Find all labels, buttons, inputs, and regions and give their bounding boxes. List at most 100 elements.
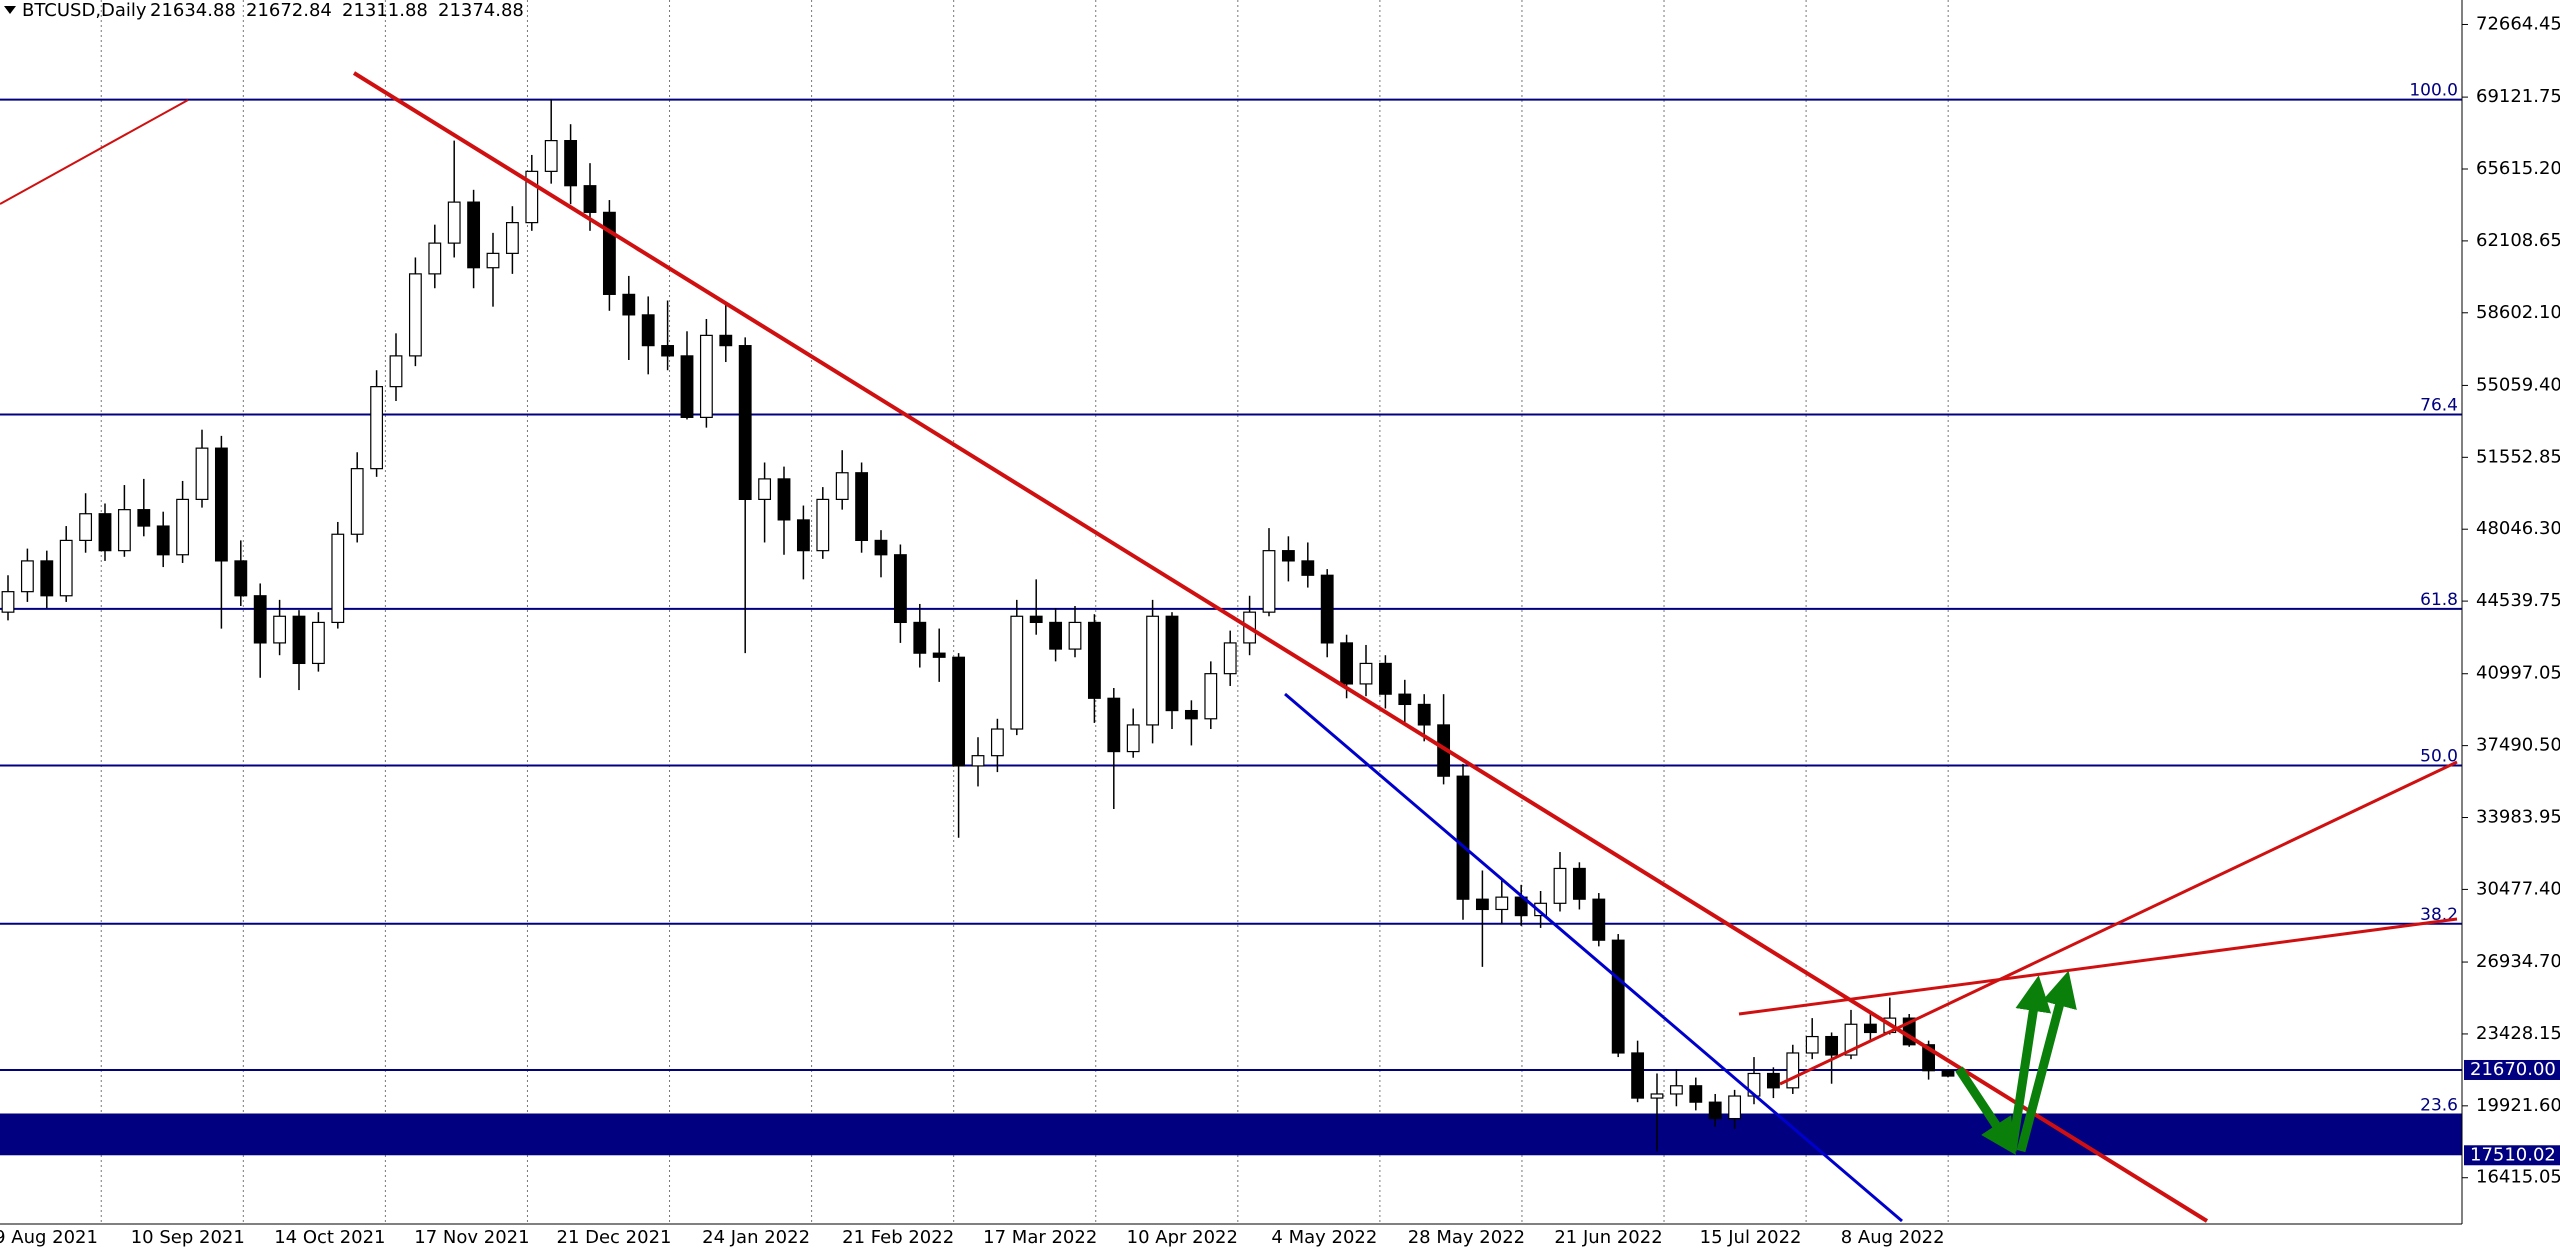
candle-body: [273, 615, 287, 644]
candle-body: [389, 355, 403, 388]
y-tick-label: 40997.05: [2476, 663, 2560, 684]
candle-body: [408, 273, 422, 357]
candle-body: [214, 447, 228, 562]
candle-body: [1107, 697, 1121, 753]
fib-label: 23.6: [2420, 1095, 2458, 1115]
candle-body: [1126, 724, 1140, 753]
candle-body: [1766, 1072, 1780, 1089]
y-tick-label: 37490.50: [2476, 735, 2560, 756]
candle-body: [505, 222, 519, 254]
candle-body: [1728, 1095, 1742, 1120]
candle-body: [59, 539, 73, 597]
trend-lines: [0, 71, 2458, 1223]
candle-body: [1378, 662, 1392, 695]
candle-body: [234, 560, 248, 597]
candle-body: [1805, 1035, 1819, 1054]
x-tick-label: 4 May 2022: [1271, 1227, 1377, 1248]
candle-body: [1475, 898, 1489, 911]
candle-body: [311, 621, 325, 665]
candle-body: [350, 468, 364, 535]
y-tick-label: 26934.70: [2476, 951, 2560, 972]
y-tick-label: 72664.45: [2476, 13, 2560, 34]
candle-body: [1165, 615, 1179, 712]
candle-body: [816, 498, 830, 552]
candle-body: [40, 560, 54, 597]
candle-body: [1553, 867, 1567, 904]
candle-body: [1417, 703, 1431, 726]
candle-body: [525, 170, 539, 224]
y-tick-label: 65615.20: [2476, 158, 2560, 179]
candle-body: [195, 447, 209, 501]
candle-body: [1340, 642, 1354, 685]
candle-body: [98, 513, 112, 552]
price-tag-label: 17510.02: [2470, 1144, 2556, 1165]
candle-body: [544, 140, 558, 172]
arrow: [1955, 1066, 2016, 1156]
menu-triangle[interactable]: [4, 6, 16, 14]
candle-body: [738, 345, 752, 501]
candle-body: [602, 211, 616, 295]
price-tag: [2464, 1145, 2560, 1166]
candle-body: [932, 652, 946, 658]
candle-body: [79, 513, 93, 542]
trend-line: [1738, 917, 2458, 1016]
header-value: 21672.84: [246, 0, 332, 21]
candle-body: [1650, 1093, 1664, 1099]
candle-body: [1398, 693, 1412, 706]
symbol: BTCUSD,Daily: [22, 0, 147, 21]
candle-body: [1223, 642, 1237, 675]
candle-body: [1689, 1085, 1703, 1103]
candle-body: [719, 334, 733, 347]
candle-body: [467, 201, 481, 269]
candle-body: [990, 728, 1004, 757]
candle-body: [971, 755, 985, 767]
candle-body: [874, 539, 888, 556]
candle-body: [1495, 896, 1509, 911]
x-tick-label: 21 Jun 2022: [1554, 1227, 1662, 1248]
candle-body: [1, 591, 15, 613]
candle-body: [176, 498, 190, 556]
x-tick-label: 17 Nov 2021: [414, 1227, 529, 1248]
candle-body: [1786, 1052, 1800, 1089]
candle-body: [1631, 1052, 1645, 1099]
candle-body: [641, 314, 655, 347]
candle-body: [952, 656, 966, 767]
x-tick-label: 14 Oct 2021: [274, 1227, 385, 1248]
candle-body: [1281, 550, 1295, 562]
y-tick-label: 44539.75: [2476, 590, 2560, 611]
x-tick-label: 17 Mar 2022: [983, 1227, 1097, 1248]
candle-body: [1941, 1070, 1955, 1077]
candle-body: [1087, 621, 1101, 699]
candle-body: [428, 242, 442, 275]
candle-body: [1456, 775, 1470, 900]
candle-body: [1611, 939, 1625, 1054]
x-tick-label: 8 Aug 2022: [1841, 1227, 1945, 1248]
candle-body: [699, 334, 713, 418]
candle-body: [1029, 615, 1043, 624]
trend-line: [1779, 760, 2458, 1086]
candle-body: [156, 525, 170, 556]
y-tick-label: 62108.65: [2476, 230, 2560, 251]
fib-label: 50.0: [2420, 747, 2458, 767]
candle-body: [486, 252, 500, 269]
y-tick-label: 23428.15: [2476, 1023, 2560, 1044]
x-tick-label: 10 Sep 2021: [131, 1227, 245, 1248]
candle-body: [1146, 615, 1160, 726]
candle-body: [1359, 662, 1373, 685]
trend-line: [352, 71, 2209, 1223]
candle-body: [331, 533, 345, 624]
x-tick-label: 9 Aug 2021: [0, 1227, 98, 1248]
candle-body: [893, 554, 907, 624]
candle-body: [1262, 550, 1276, 613]
fib-label: 100.0: [2409, 81, 2458, 101]
candle-body: [1010, 615, 1024, 730]
candle-body: [1863, 1023, 1877, 1034]
candle-body: [1669, 1085, 1683, 1095]
candle-body: [1534, 902, 1548, 917]
price-tag-label: 21670.00: [2470, 1059, 2556, 1080]
y-tick-label: 48046.30: [2476, 518, 2560, 539]
candle-body: [117, 509, 131, 552]
y-tick-label: 55059.40: [2476, 374, 2560, 395]
